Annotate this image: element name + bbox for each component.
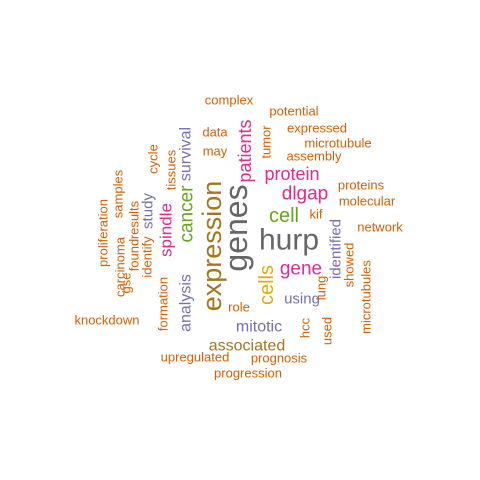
word-identify: identify: [140, 236, 155, 278]
word-knockdown: knockdown: [74, 313, 139, 328]
word-gse: gse: [119, 273, 134, 294]
word-kif: kif: [310, 207, 323, 222]
word-found: found: [127, 239, 142, 272]
word-may: may: [203, 144, 228, 159]
word-spindle: spindle: [157, 203, 176, 257]
word-molecular: molecular: [339, 194, 396, 209]
word-dlgap: dlgap: [282, 184, 329, 205]
word-cancer: cancer: [177, 185, 198, 243]
word-mitotic: mitotic: [236, 319, 282, 336]
word-expression: expression: [197, 181, 227, 312]
word-protein: protein: [264, 164, 319, 184]
word-study: study: [140, 193, 157, 229]
word-associated: associated: [209, 338, 286, 355]
word-cell: cell: [269, 205, 299, 227]
word-identified: identified: [328, 219, 345, 279]
word-proliferation: proliferation: [96, 199, 111, 267]
word-used: used: [320, 317, 335, 345]
word-microtubules: microtubules: [359, 260, 374, 334]
word-patients: patients: [235, 119, 255, 182]
word-prognosis: prognosis: [251, 351, 308, 366]
word-cells: cells: [256, 265, 278, 305]
word-formation: formation: [156, 277, 171, 331]
word-lung: lung: [314, 276, 329, 301]
word-tumor: tumor: [259, 125, 274, 159]
word-carcinoma: carcinoma: [113, 236, 128, 297]
word-analysis: analysis: [178, 274, 195, 332]
word-using: using: [284, 291, 320, 308]
word-upregulated: upregulated: [161, 350, 230, 365]
word-tissues: tissues: [164, 149, 179, 190]
word-survival: survival: [178, 127, 195, 181]
word-data: data: [202, 125, 228, 140]
word-network: network: [357, 220, 403, 235]
word-genes: genes: [218, 184, 254, 271]
word-potential: potential: [269, 104, 318, 119]
word-proteins: proteins: [338, 178, 385, 193]
word-complex: complex: [205, 93, 254, 108]
word-gene: gene: [280, 259, 322, 280]
word-cycle: cycle: [146, 144, 161, 174]
word-microtubule: microtubule: [304, 136, 371, 151]
word-progression: progression: [214, 366, 282, 381]
word-assembly: assembly: [287, 149, 342, 164]
word-hurp: hurp: [259, 224, 319, 257]
word-hcc: hcc: [298, 317, 313, 338]
word-results: results: [127, 200, 142, 239]
word-expressed: expressed: [287, 121, 347, 136]
word-showed: showed: [342, 243, 357, 288]
word-role: role: [228, 300, 250, 315]
word-samples: samples: [111, 169, 126, 218]
